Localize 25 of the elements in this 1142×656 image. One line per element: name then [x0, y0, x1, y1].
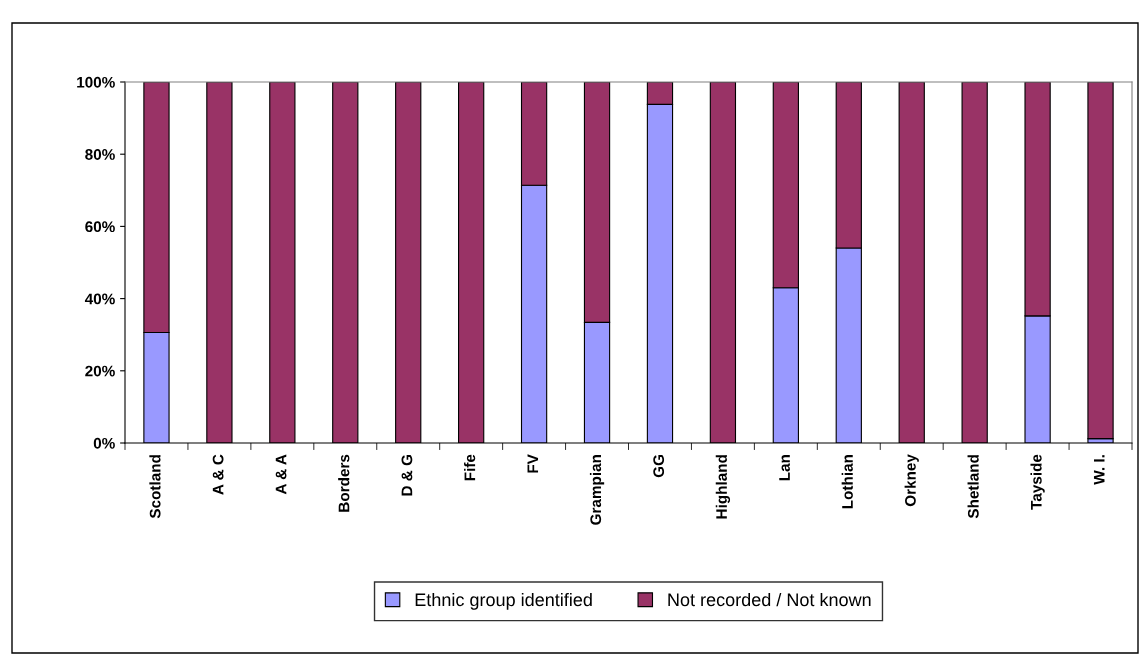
y-tick-label: 20%	[85, 365, 115, 377]
x-tick-label: D & G	[401, 455, 413, 496]
x-tick-label: Lan	[779, 455, 790, 481]
x-tick-label: Grampian	[589, 455, 605, 525]
x-tick-label: FV	[527, 454, 539, 473]
x-tick-label: W. I.	[1093, 455, 1105, 485]
x-tick-label: A & C	[212, 454, 224, 495]
x-tick-label: Highland	[715, 455, 731, 519]
bar	[1087, 82, 1114, 440]
x-tick-label: Scotland	[149, 455, 161, 519]
x-tick-label: Borders	[338, 454, 350, 512]
y-tick-label: 100%	[77, 76, 115, 88]
x-tick-label: Shetland	[967, 455, 979, 519]
x-tick-label: A & A	[275, 454, 287, 495]
y-tick-label: 80%	[85, 149, 115, 160]
x-tick-label: GG	[653, 455, 665, 478]
x-tick-label: Orkney	[904, 454, 919, 507]
x-tick-label: Tayside	[1030, 454, 1045, 510]
legend-label: Ethnic group identified	[415, 592, 592, 610]
x-tick-label: Fife	[464, 454, 476, 481]
y-tick-label: 40%	[84, 293, 115, 305]
y-tick-label: 60%	[85, 221, 115, 233]
legend-label: Not recorded / Not known	[668, 592, 871, 607]
x-tick-label: Lothian	[841, 455, 853, 509]
y-tick-label: 0%	[93, 437, 115, 449]
